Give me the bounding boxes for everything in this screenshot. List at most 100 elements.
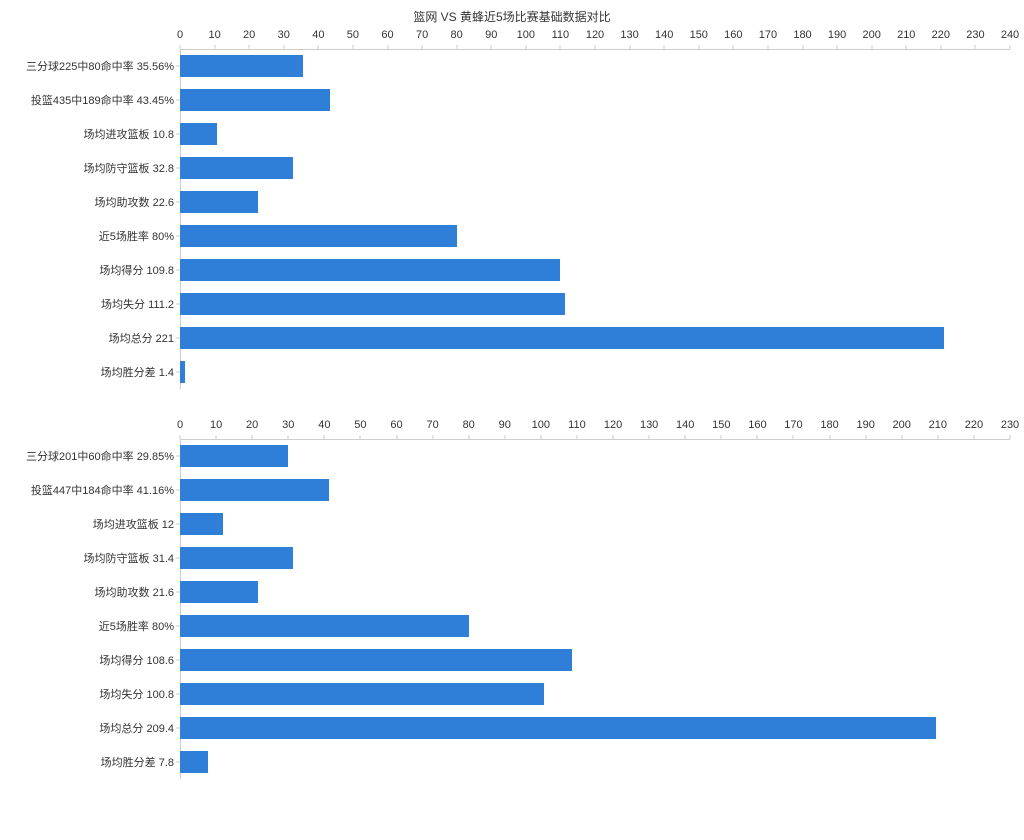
bar-row: 场均总分 209.4 — [0, 711, 1024, 745]
x-tick-label: 220 — [932, 29, 950, 41]
bar — [180, 649, 572, 671]
x-axis: 0102030405060708090100110120130140150160… — [0, 29, 1024, 49]
bar-row: 场均防守篮板 31.4 — [0, 541, 1024, 575]
bar-row: 投篮435中189命中率 43.45% — [0, 83, 1024, 117]
bar — [180, 717, 936, 739]
x-tick-label: 80 — [463, 419, 475, 431]
bar — [180, 751, 208, 773]
x-tick-label: 200 — [893, 419, 911, 431]
bar-row: 场均得分 108.6 — [0, 643, 1024, 677]
bar — [180, 225, 457, 247]
category-label: 场均失分 111.2 — [0, 296, 180, 312]
bar-row: 场均失分 111.2 — [0, 287, 1024, 321]
x-tick-label: 70 — [416, 29, 428, 41]
bar-row: 三分球225中80命中率 35.56% — [0, 49, 1024, 83]
category-label: 场均总分 209.4 — [0, 720, 180, 736]
x-tick-label: 90 — [499, 419, 511, 431]
category-label: 场均防守篮板 32.8 — [0, 160, 180, 176]
category-label: 场均胜分差 1.4 — [0, 364, 180, 380]
category-label: 三分球201中60命中率 29.85% — [0, 448, 180, 464]
x-tick-label: 90 — [485, 29, 497, 41]
bar — [180, 327, 944, 349]
category-label: 场均助攻数 21.6 — [0, 584, 180, 600]
x-tick-label: 140 — [676, 419, 694, 431]
bar — [180, 361, 185, 383]
category-label: 场均进攻篮板 10.8 — [0, 126, 180, 142]
x-tick-label: 50 — [347, 29, 359, 41]
x-tick-label: 190 — [856, 419, 874, 431]
x-tick-label: 230 — [1001, 419, 1019, 431]
bar — [180, 157, 293, 179]
category-label: 三分球225中80命中率 35.56% — [0, 58, 180, 74]
bar-row: 场均助攻数 21.6 — [0, 575, 1024, 609]
x-tick-label: 110 — [552, 29, 570, 41]
x-tick-label: 230 — [966, 29, 984, 41]
bar-row: 场均失分 100.8 — [0, 677, 1024, 711]
x-tick-label: 140 — [655, 29, 673, 41]
category-label: 场均防守篮板 31.4 — [0, 550, 180, 566]
category-label: 投篮447中184命中率 41.16% — [0, 482, 180, 498]
plot-area: 三分球201中60命中率 29.85% 投篮447中184命中率 41.16% 场均… — [0, 439, 1024, 779]
bar — [180, 445, 288, 467]
chart-0: 0102030405060708090100110120130140150160… — [0, 29, 1024, 389]
bar — [180, 259, 560, 281]
x-tick-label: 210 — [897, 29, 915, 41]
bar — [180, 547, 293, 569]
x-tick-label: 180 — [820, 419, 838, 431]
x-tick-label: 100 — [532, 419, 550, 431]
x-tick-label: 200 — [862, 29, 880, 41]
x-tick-label: 20 — [243, 29, 255, 41]
category-label: 场均助攻数 22.6 — [0, 194, 180, 210]
x-tick-label: 120 — [586, 29, 604, 41]
category-label: 场均得分 109.8 — [0, 262, 180, 278]
bar — [180, 581, 258, 603]
bar-row: 近5场胜率 80% — [0, 609, 1024, 643]
bar-row: 近5场胜率 80% — [0, 219, 1024, 253]
bar — [180, 293, 565, 315]
x-tick-label: 60 — [381, 29, 393, 41]
bar-row: 场均得分 109.8 — [0, 253, 1024, 287]
category-label: 近5场胜率 80% — [0, 228, 180, 244]
bar-row: 场均胜分差 1.4 — [0, 355, 1024, 389]
chart-1: 0102030405060708090100110120130140150160… — [0, 419, 1024, 779]
bar-row: 投篮447中184命中率 41.16% — [0, 473, 1024, 507]
x-tick-label: 0 — [177, 419, 183, 431]
category-label: 场均得分 108.6 — [0, 652, 180, 668]
x-tick-label: 150 — [690, 29, 708, 41]
x-tick-label: 150 — [712, 419, 730, 431]
x-tick-label: 10 — [210, 419, 222, 431]
bar — [180, 513, 223, 535]
x-tick-label: 50 — [354, 419, 366, 431]
x-tick-label: 130 — [620, 29, 638, 41]
bar-row: 场均进攻篮板 10.8 — [0, 117, 1024, 151]
bar-row: 场均助攻数 22.6 — [0, 185, 1024, 219]
x-tick-label: 170 — [784, 419, 802, 431]
charts-container: 0102030405060708090100110120130140150160… — [0, 29, 1024, 779]
bar — [180, 615, 469, 637]
bar — [180, 55, 303, 77]
x-tick-label: 60 — [390, 419, 402, 431]
bar — [180, 479, 329, 501]
chart-title: 篮网 VS 黄蜂近5场比赛基础数据对比 — [0, 0, 1024, 29]
x-tick-label: 100 — [517, 29, 535, 41]
x-tick-label: 130 — [640, 419, 658, 431]
bar-row: 三分球201中60命中率 29.85% — [0, 439, 1024, 473]
x-tick-label: 70 — [426, 419, 438, 431]
x-tick-label: 170 — [759, 29, 777, 41]
plot-area: 三分球225中80命中率 35.56% 投篮435中189命中率 43.45% 场均… — [0, 49, 1024, 389]
x-tick-label: 210 — [929, 419, 947, 431]
bar — [180, 89, 330, 111]
x-tick-label: 160 — [724, 29, 742, 41]
category-label: 场均总分 221 — [0, 330, 180, 346]
bar-row: 场均胜分差 7.8 — [0, 745, 1024, 779]
x-axis: 0102030405060708090100110120130140150160… — [0, 419, 1024, 439]
bar-row: 场均总分 221 — [0, 321, 1024, 355]
bar-row: 场均防守篮板 32.8 — [0, 151, 1024, 185]
x-tick-label: 40 — [318, 419, 330, 431]
x-tick-label: 80 — [451, 29, 463, 41]
x-tick-label: 40 — [312, 29, 324, 41]
category-label: 场均失分 100.8 — [0, 686, 180, 702]
x-tick-label: 240 — [1001, 29, 1019, 41]
x-tick-label: 180 — [793, 29, 811, 41]
x-tick-label: 160 — [748, 419, 766, 431]
